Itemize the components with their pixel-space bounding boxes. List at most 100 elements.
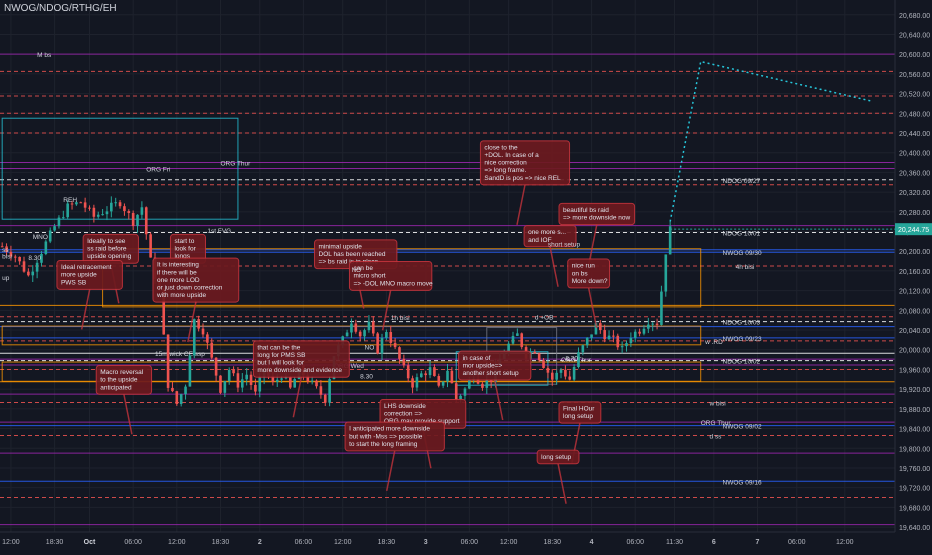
candle-body	[53, 226, 56, 231]
note-pointer	[587, 287, 598, 329]
note-box	[558, 202, 636, 226]
x-tick-label: 18:30	[46, 539, 64, 546]
note-line: if there will be	[157, 269, 197, 276]
y-tick-label: 20,640.00	[899, 32, 930, 39]
x-tick-label: 06:00	[295, 539, 313, 546]
candle-body	[616, 335, 620, 348]
candle-body	[210, 342, 214, 358]
candle-body	[22, 261, 26, 272]
note-box	[56, 260, 123, 290]
candle-body	[577, 352, 580, 368]
note-text: minimal upside DOL has been reached => bs …	[319, 243, 386, 265]
note-line: PWS SB	[61, 279, 86, 286]
x-tick-label: Oct	[84, 539, 96, 546]
level-label: NWOG 09/23	[723, 336, 762, 343]
chart-annotation: NO	[351, 267, 361, 274]
note-text: long setup	[541, 454, 571, 461]
level-label: NWOG 09/16	[723, 479, 762, 486]
candle-body	[367, 321, 371, 331]
note-box	[479, 140, 571, 186]
y-tick-label: 19,920.00	[899, 387, 930, 394]
note-line: long setup	[563, 413, 593, 420]
candle-body	[227, 369, 231, 382]
candle-body	[162, 289, 166, 335]
candle-body	[114, 202, 118, 204]
candle-body	[354, 323, 358, 332]
y-tick-label: 20,160.00	[899, 269, 930, 276]
candle-body	[655, 323, 659, 325]
note-pointer	[588, 224, 598, 265]
note-line: Final HOur	[563, 406, 595, 413]
note-line: It is interesting	[157, 262, 199, 269]
chart-annotation: 8.30	[360, 373, 373, 380]
note-line: minimal upside	[319, 243, 363, 250]
y-tick-label: 20,320.00	[899, 190, 930, 197]
note-callout: Final HOur long setup	[558, 401, 602, 424]
candle-body	[568, 376, 572, 380]
note-line: I anticipated more downside	[349, 426, 430, 433]
candle-body	[441, 381, 445, 386]
x-tick-label: 18:30	[544, 539, 562, 546]
note-text: I anticipated more downside but with -Mss…	[349, 426, 430, 448]
note-line: mor upside=>	[463, 362, 503, 369]
y-tick-label: 19,760.00	[899, 466, 930, 473]
note-line: LHS downside	[384, 403, 426, 410]
note-text: It is interesting if there will be one mor…	[156, 262, 223, 299]
y-tick-label: 20,120.00	[899, 289, 930, 296]
candle-body	[240, 379, 244, 388]
candle-body	[406, 365, 410, 379]
candle-body	[166, 334, 170, 388]
chart-annotation: MNO	[33, 234, 48, 241]
candle-body	[323, 394, 327, 403]
note-line: ss raid before	[87, 246, 127, 253]
candle-body	[380, 337, 384, 354]
candle-body	[345, 332, 349, 337]
candle-body	[127, 211, 131, 213]
candle-body	[437, 376, 441, 386]
candle-body	[110, 202, 113, 212]
note-box	[458, 350, 532, 381]
level-label: NDOG 10/01	[723, 231, 761, 238]
y-tick-label: 20,440.00	[899, 131, 930, 138]
x-tick-label: 3	[424, 539, 428, 546]
candle-body	[66, 203, 69, 218]
level-label: w bisi	[708, 400, 725, 407]
candle-body	[642, 328, 646, 334]
note-line: with more upside	[156, 292, 207, 299]
candle-body	[463, 388, 467, 396]
note-line: long for PMS SB	[257, 352, 305, 359]
candle-body	[188, 355, 192, 387]
note-box	[536, 449, 580, 465]
y-tick-label: 20,560.00	[899, 72, 930, 79]
candle-body	[411, 378, 414, 388]
candle-body	[511, 335, 515, 344]
note-line: more downside and evidence	[257, 367, 342, 374]
level-label: d +OB	[535, 315, 554, 322]
candle-body	[184, 386, 187, 395]
candle-body	[92, 207, 96, 217]
candle-body	[603, 330, 606, 340]
note-callout: start to look for longs	[169, 233, 206, 264]
note-text: close to the +DOL. In case of a nice corre…	[484, 144, 561, 181]
x-tick-label: 06:00	[788, 539, 806, 546]
candle-body	[149, 234, 152, 258]
candle-body	[123, 206, 126, 212]
candle-body	[96, 214, 100, 217]
candle-body	[598, 323, 602, 331]
note-line: to start the long framing	[349, 441, 418, 448]
y-tick-label: 19,680.00	[899, 505, 930, 512]
note-line: DOL has been reached	[319, 251, 386, 258]
chart-annotation: 1h bisi	[391, 315, 410, 322]
note-line: one more LOD	[157, 277, 200, 284]
y-tick-label: 20,520.00	[899, 92, 930, 99]
y-tick-label: 19,840.00	[899, 427, 930, 434]
candle-body	[214, 357, 218, 376]
note-line: more upside	[61, 272, 97, 279]
note-line: long setup	[541, 454, 571, 461]
candle-body	[175, 391, 179, 404]
symbol-title: NWOG/NDOG/RTHG/EH	[4, 3, 117, 14]
candle-body	[105, 211, 109, 215]
y-tick-label: 19,640.00	[899, 525, 930, 532]
